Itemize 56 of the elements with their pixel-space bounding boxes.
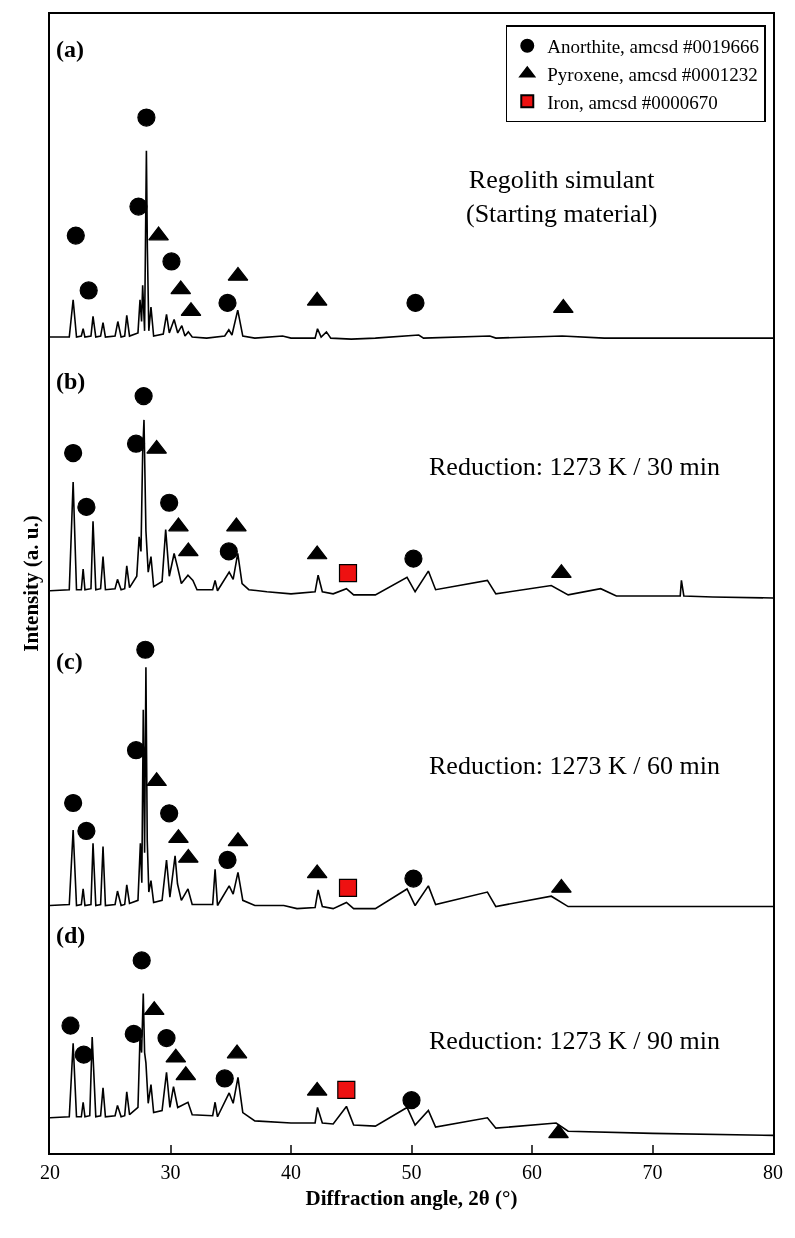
annotation: Reduction: 1273 K / 30 min	[429, 452, 721, 481]
point	[219, 542, 238, 561]
point	[160, 804, 179, 823]
point	[61, 1016, 80, 1035]
point	[132, 951, 151, 970]
point	[162, 252, 181, 271]
point	[157, 1028, 176, 1048]
point	[218, 850, 237, 870]
point	[136, 640, 155, 659]
point	[548, 1124, 569, 1139]
point	[215, 1069, 234, 1088]
point	[77, 821, 96, 841]
point	[404, 869, 423, 888]
x-tick-label: 40	[281, 1161, 301, 1183]
x-tick-label: 30	[160, 1161, 181, 1183]
point	[137, 108, 156, 127]
annotation: (c)	[56, 648, 83, 674]
point	[126, 741, 146, 760]
legend-label: Iron, amcsd #0000670	[547, 91, 718, 113]
point	[66, 226, 85, 245]
point	[77, 497, 96, 516]
x-axis-title: Diffraction angle, 2θ (°)	[305, 1185, 518, 1210]
point	[74, 1045, 93, 1064]
point	[404, 549, 423, 568]
annotation: Reduction: 1273 K / 60 min	[429, 751, 721, 780]
point	[129, 197, 148, 216]
point	[160, 493, 179, 512]
point	[64, 793, 83, 813]
x-tick-label: 60	[522, 1161, 542, 1183]
annotation: Reduction: 1273 K / 90 min	[429, 1026, 721, 1055]
point	[168, 829, 189, 844]
point	[406, 293, 425, 312]
point	[134, 386, 153, 406]
text: (a)	[56, 36, 84, 62]
annotation: (b)	[56, 368, 86, 394]
annotation: Regolith simulant (Starting material)	[466, 165, 658, 228]
point	[79, 281, 98, 300]
x-tick-label: 80	[763, 1161, 783, 1183]
y-axis-title: Intensity (a. u.)	[18, 515, 43, 652]
x-tick-label: 20	[40, 1161, 60, 1183]
point	[402, 1091, 421, 1110]
point	[338, 564, 358, 583]
point	[124, 1024, 143, 1044]
point	[126, 434, 146, 453]
point	[338, 878, 358, 898]
legend-label: Pyroxene, amcsd #0001232	[547, 63, 758, 85]
legend-label: Anorthite, amcsd #0019666	[547, 36, 759, 58]
point	[64, 443, 83, 463]
point	[148, 226, 169, 241]
annotation: (d)	[56, 922, 86, 948]
point	[226, 517, 247, 532]
point	[337, 1080, 356, 1099]
x-tick-label: 50	[401, 1161, 422, 1183]
point	[218, 293, 237, 312]
x-tick-label: 70	[642, 1161, 663, 1183]
point	[168, 517, 189, 532]
